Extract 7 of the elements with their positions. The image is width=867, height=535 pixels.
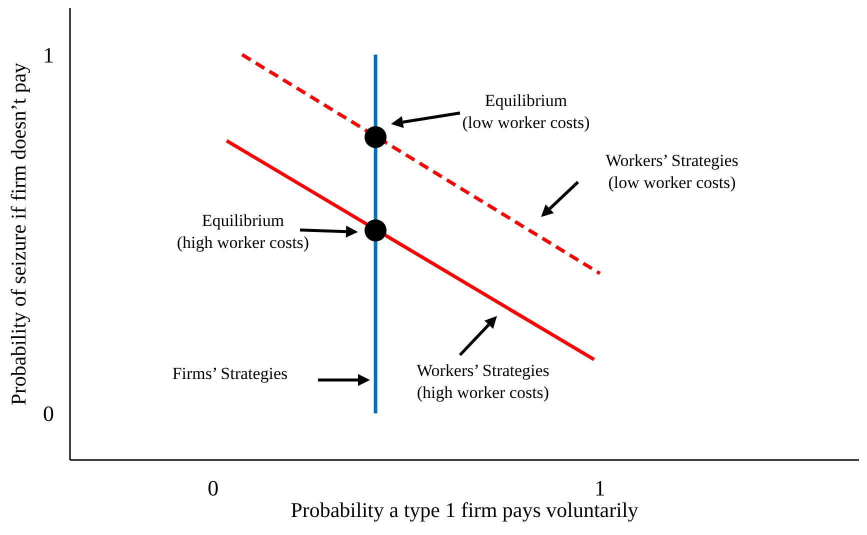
annotation: Firms’ Strategies (172, 363, 288, 385)
x-axis-title: Probability a type 1 firm pays voluntarily (290, 498, 639, 522)
annotation: Equilibrium (high worker costs) (176, 210, 310, 254)
y-axis-title: Probability of seizure if firm doesn’t pay (6, 62, 30, 406)
annotation: Workers’ Strategies (high worker costs) (416, 360, 550, 404)
annotation: Workers’ Strategies (low worker costs) (606, 150, 738, 194)
annotation: Equilibrium (low worker costs) (462, 90, 590, 134)
